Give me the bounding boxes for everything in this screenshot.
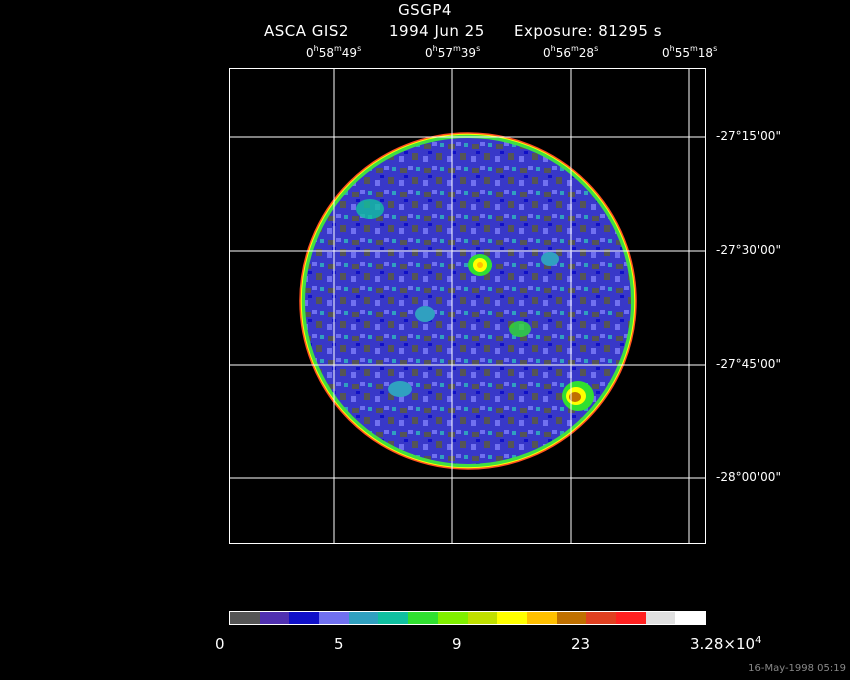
- colorbar-swatch: [586, 612, 616, 624]
- timestamp: 16-May-1998 05:19: [748, 663, 846, 674]
- colorbar-swatch: [319, 612, 349, 624]
- colorbar-label: 5: [334, 635, 344, 653]
- exposure-label: Exposure: 81295 s: [514, 22, 663, 40]
- colorbar-max-label: 3.28×104: [690, 635, 762, 653]
- bright-source-2: [562, 381, 594, 411]
- dec-label: -27°15'00": [716, 129, 781, 143]
- dec-label: -28°00'00": [716, 470, 781, 484]
- colorbar-swatch: [378, 612, 409, 624]
- colorbar-swatch: [675, 612, 705, 624]
- colorbar-swatch: [556, 612, 587, 624]
- ra-label: 0h57m39s: [425, 44, 481, 60]
- colorbar: [229, 611, 706, 625]
- colorbar-swatch: [497, 612, 527, 624]
- plot-title: GSGP4: [398, 1, 452, 19]
- colorbar-label: 23: [571, 635, 591, 653]
- colorbar-swatch: [348, 612, 379, 624]
- colorbar-swatch: [645, 612, 676, 624]
- colorbar-swatch: [289, 612, 320, 624]
- colorbar-swatch: [615, 612, 646, 624]
- xray-field-image: [230, 69, 705, 543]
- ra-label: 0h55m18s: [662, 44, 718, 60]
- observation-date: 1994 Jun 25: [389, 22, 485, 40]
- colorbar-swatch: [259, 612, 290, 624]
- colorbar-label: 9: [452, 635, 462, 653]
- colorbar-swatch: [437, 612, 468, 624]
- colorbar-swatch: [467, 612, 498, 624]
- dec-label: -27°30'00": [716, 243, 781, 257]
- bright-source-1: [468, 254, 492, 276]
- instrument-label: ASCA GIS2: [264, 22, 349, 40]
- ra-label: 0h58m49s: [306, 44, 362, 60]
- coordinate-grid: [230, 69, 705, 543]
- colorbar-swatch: [408, 612, 438, 624]
- colorbar-label: 0: [215, 635, 225, 653]
- fov-rim: [301, 134, 635, 468]
- image-panel: [229, 68, 706, 544]
- colorbar-swatch: [230, 612, 260, 624]
- ra-label: 0h56m28s: [543, 44, 599, 60]
- colorbar-swatch: [526, 612, 557, 624]
- dec-label: -27°45'00": [716, 357, 781, 371]
